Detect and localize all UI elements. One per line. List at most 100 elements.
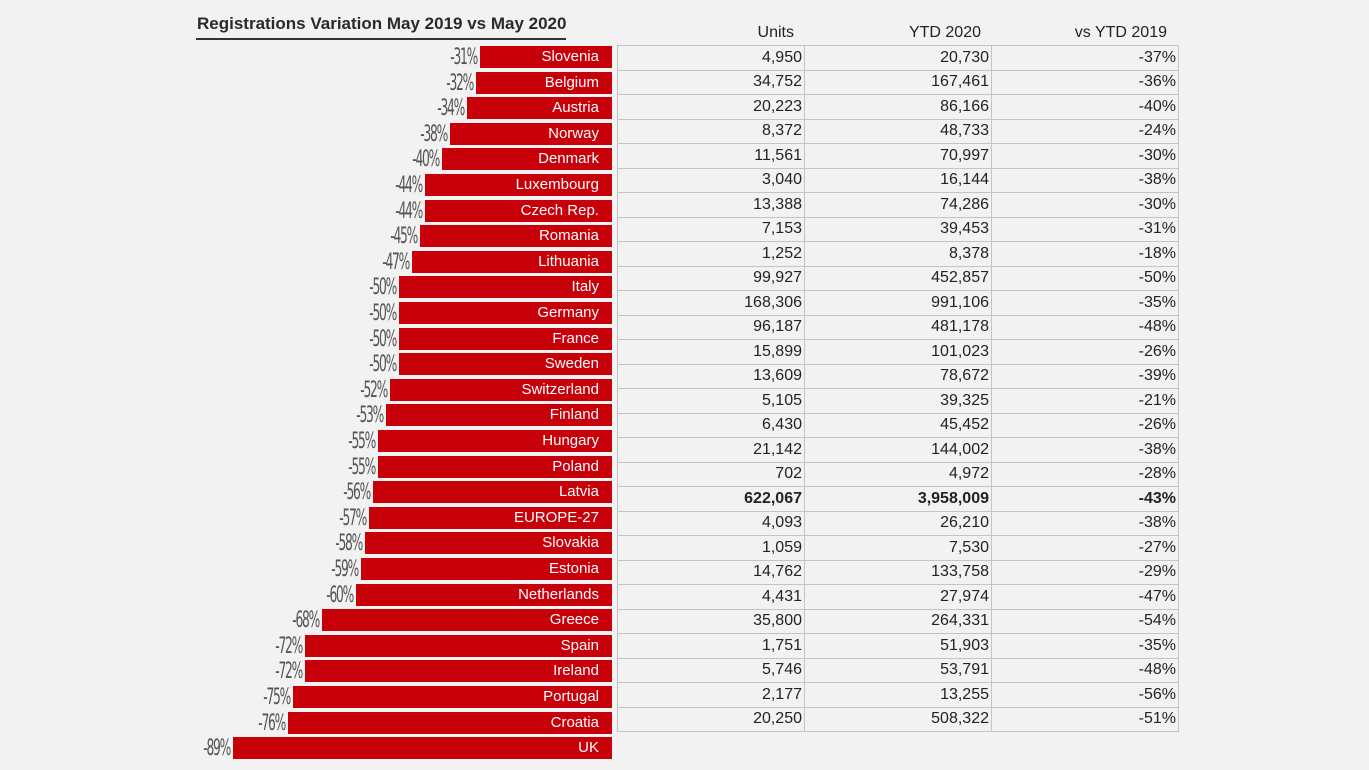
units-cell: 1,751 — [617, 633, 805, 659]
units-cell: 5,105 — [617, 388, 805, 414]
units-cell: 702 — [617, 461, 805, 487]
bar-czech-rep: Czech Rep. — [424, 199, 612, 222]
ytd-2020-cell: 133,758 — [804, 559, 992, 585]
bar-value-label: -50% — [369, 301, 397, 326]
ytd-2020-cell: 101,023 — [804, 339, 992, 365]
units-cell: 96,187 — [617, 314, 805, 340]
ytd-2020-cell: 86,166 — [804, 94, 992, 120]
registrations-table: 4,950 20,730 -37% 34,752 167,461 -36% 20,223 86… — [617, 45, 1179, 732]
bar-value-label: -52% — [360, 377, 389, 403]
units-cell: 6,430 — [617, 412, 805, 438]
units-cell: 2,177 — [617, 682, 805, 708]
bar-spain: Spain — [305, 634, 612, 657]
bar-value-label: -44% — [394, 198, 423, 224]
ytd-2020-cell: 7,530 — [804, 535, 992, 561]
table-row: 14,762 133,758 -29% — [617, 559, 1179, 585]
units-cell: 4,093 — [617, 510, 805, 536]
bar-value-label: -58% — [335, 531, 363, 557]
table-row: 34,752 167,461 -36% — [617, 69, 1179, 95]
units-cell: 15,899 — [617, 339, 805, 365]
units-cell: 622,067 — [617, 486, 805, 512]
units-cell: 11,561 — [617, 143, 805, 169]
units-cell: 34,752 — [617, 69, 805, 95]
bar-norway: Norway — [450, 122, 612, 145]
vs-ytd-2019-cell: -30% — [991, 192, 1179, 218]
vs-ytd-2019-cell: -24% — [991, 118, 1179, 144]
vs-ytd-2019-cell: -38% — [991, 167, 1179, 193]
vs-ytd-2019-cell: -36% — [991, 69, 1179, 95]
vs-ytd-2019-cell: -56% — [991, 682, 1179, 708]
units-cell: 35,800 — [617, 608, 805, 634]
units-cell: 4,950 — [617, 45, 805, 71]
vs-ytd-2019-cell: -39% — [991, 363, 1179, 389]
bar-austria: Austria — [467, 97, 612, 120]
vs-ytd-2019-cell: -47% — [991, 584, 1179, 610]
bar-chart: Slovenia -31% Belgium -32% Austria -34% Norway… — [0, 0, 620, 770]
units-cell: 20,223 — [617, 94, 805, 120]
units-cell: 13,609 — [617, 363, 805, 389]
bar-value-label: -38% — [420, 121, 448, 147]
bar-portugal: Portugal — [292, 686, 612, 708]
units-cell: 4,431 — [617, 584, 805, 610]
bar-poland: Poland — [377, 455, 612, 478]
title-underline — [196, 38, 566, 40]
ytd-2020-cell: 167,461 — [804, 69, 992, 95]
vs-ytd-2019-cell: -35% — [991, 633, 1179, 659]
bar-estonia: Estonia — [360, 558, 612, 580]
table-row: 13,609 78,672 -39% — [617, 363, 1179, 389]
bar-latvia: Latvia — [373, 481, 612, 504]
bar-value-label: -55% — [347, 429, 376, 454]
bar-ireland: Ireland — [305, 660, 612, 683]
bar-value-label: -32% — [445, 70, 474, 96]
column-header-units: Units — [757, 24, 794, 41]
vs-ytd-2019-cell: -48% — [991, 314, 1179, 340]
bar-value-label: -45% — [390, 224, 419, 250]
table-row: 702 4,972 -28% — [617, 461, 1179, 487]
bar-slovakia: Slovakia — [364, 532, 612, 555]
bar-netherlands: Netherlands — [356, 583, 612, 606]
ytd-2020-cell: 481,178 — [804, 314, 992, 340]
table-row: 99,927 452,857 -50% — [617, 265, 1179, 291]
bar-value-label: -44% — [394, 173, 423, 198]
column-header-vs-ytd-2019: vs YTD 2019 — [1074, 24, 1167, 41]
units-cell: 21,142 — [617, 437, 805, 463]
ytd-2020-cell: 26,210 — [804, 510, 992, 536]
vs-ytd-2019-cell: -38% — [991, 437, 1179, 463]
units-cell: 7,153 — [617, 216, 805, 242]
units-cell: 3,040 — [617, 167, 805, 193]
units-cell: 20,250 — [617, 706, 805, 732]
table-row: 96,187 481,178 -48% — [617, 314, 1179, 340]
table-row: 35,800 264,331 -54% — [617, 608, 1179, 634]
vs-ytd-2019-cell: -48% — [991, 657, 1179, 683]
bar-value-label: -34% — [437, 96, 465, 122]
table-row: 8,372 48,733 -24% — [617, 118, 1179, 144]
units-cell: 13,388 — [617, 192, 805, 218]
bar-greece: Greece — [322, 609, 612, 632]
vs-ytd-2019-cell: -51% — [991, 706, 1179, 732]
bar-value-label: -55% — [347, 454, 376, 480]
vs-ytd-2019-cell: -21% — [991, 388, 1179, 414]
ytd-2020-cell: 48,733 — [804, 118, 992, 144]
ytd-2020-cell: 78,672 — [804, 363, 992, 389]
table-row: 4,950 20,730 -37% — [617, 45, 1179, 71]
bar-romania: Romania — [420, 225, 612, 248]
bar-lithuania: Lithuania — [411, 250, 612, 273]
bar-value-label: -50% — [369, 352, 397, 378]
bar-europe-27: EUROPE-27 — [369, 506, 612, 529]
table-row: 13,388 74,286 -30% — [617, 192, 1179, 218]
table-row: 168,306 991,106 -35% — [617, 290, 1179, 316]
ytd-2020-cell: 74,286 — [804, 192, 992, 218]
vs-ytd-2019-cell: -31% — [991, 216, 1179, 242]
units-cell: 1,252 — [617, 241, 805, 267]
units-cell: 8,372 — [617, 118, 805, 144]
table-row: 4,431 27,974 -47% — [617, 584, 1179, 610]
table-row: 1,059 7,530 -27% — [617, 535, 1179, 561]
bar-belgium: Belgium — [475, 71, 612, 94]
bar-uk: UK — [232, 737, 612, 760]
table-row: 5,105 39,325 -21% — [617, 388, 1179, 414]
vs-ytd-2019-cell: -35% — [991, 290, 1179, 316]
bar-value-label: -89% — [203, 736, 231, 762]
bar-italy: Italy — [399, 276, 612, 299]
bar-value-label: -50% — [369, 275, 397, 301]
vs-ytd-2019-cell: -50% — [991, 265, 1179, 291]
